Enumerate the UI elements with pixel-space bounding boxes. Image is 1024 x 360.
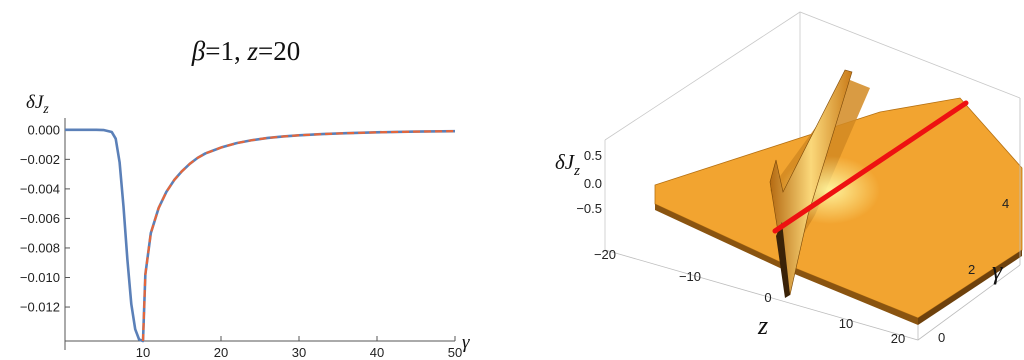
z-tick-label: 0.0 [584,176,602,191]
y-tick-label: −0.010 [20,270,60,285]
y-ticks: 0.000 −0.002 −0.004 −0.006 −0.008 −0.010 −0.01… [20,122,70,315]
title-beta-symbol: β [191,36,206,66]
line-chart: β=1, z=20 δJz 0.000 −0.002 −0.004 −0.006 −0.… [20,36,470,360]
z-tick-label: 0.5 [584,148,602,163]
y3d-tick-label: 0 [938,330,945,345]
plot-box-front [604,98,1021,341]
title-beta-value: =1, [205,36,247,66]
y3d-axis-label: γ [992,256,1003,285]
x3d-tick-label: −20 [594,247,616,262]
x-axis-label: γ [462,332,470,353]
x-tick-label: 40 [370,345,384,360]
x-tick-label: 20 [214,345,228,360]
surface-front-edge [655,204,918,325]
surface-right-edge [918,250,1022,325]
x-tick-label: 50 [448,345,462,360]
x3d-tick-label: −10 [679,269,701,284]
x-ticks: 10 20 30 40 50 [136,336,462,360]
y-tick-label: −0.006 [20,211,60,226]
surface-spike-dark [776,222,790,298]
y3d-tick-label: 4 [1002,196,1009,211]
surface-highlight-line [772,100,969,234]
y-tick-label: −0.012 [20,300,60,315]
x-tick-label: 30 [292,345,306,360]
x3d-tick-label: 0 [764,290,771,305]
z-axis-label: δJz [555,150,580,179]
x3d-tick-label: 10 [839,316,853,331]
x3d-tick-label: 20 [891,331,905,346]
series-dashed-line [141,130,456,342]
title-z-symbol: z [246,36,258,66]
x3d-axis-label: z [757,311,768,340]
series-solid-line [65,128,456,343]
title-z-value: =20 [258,36,300,66]
z-tick-label: −0.5 [576,201,602,216]
y-axis-label: δJz [26,92,49,117]
chart-title: β=1, z=20 [191,36,300,66]
y-tick-label: −0.004 [20,181,60,196]
surface-3d-chart: δJz 0.5 0.0 −0.5 −20 −10 0 10 20 z 0 2 4… [555,11,1023,346]
y3d-tick-label: 2 [968,262,975,277]
y-tick-label: 0.000 [27,122,60,137]
x-tick-label: 10 [136,345,150,360]
y-tick-label: −0.008 [20,240,60,255]
y-tick-label: −0.002 [20,152,60,167]
